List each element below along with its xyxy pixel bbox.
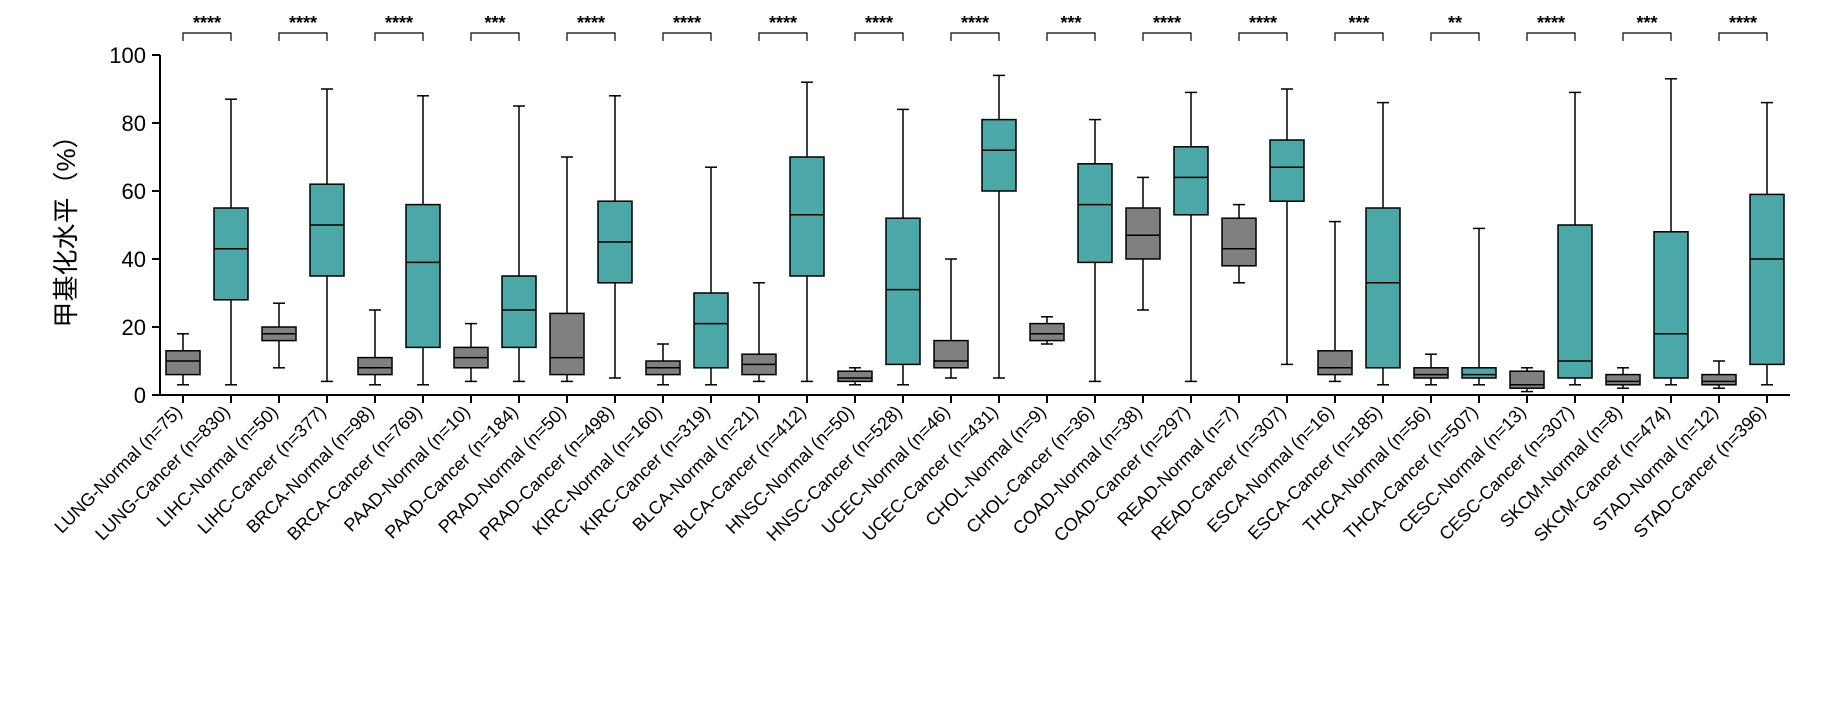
box-normal — [934, 341, 968, 368]
significance-bracket — [1431, 33, 1479, 41]
significance-bracket — [1527, 33, 1575, 41]
significance-label: *** — [1060, 13, 1081, 33]
significance-bracket — [1623, 33, 1671, 41]
chart-svg: 020406080100甲基化水平（%）LUNG-Normal (n=75)LU… — [0, 0, 1829, 717]
y-tick-label: 0 — [134, 383, 146, 408]
box-cancer — [694, 293, 728, 368]
y-axis-title: 甲基化水平（%） — [51, 122, 81, 327]
significance-bracket — [1239, 33, 1287, 41]
box-cancer — [502, 276, 536, 347]
significance-bracket — [759, 33, 807, 41]
significance-label: *** — [1348, 13, 1369, 33]
box-normal — [1126, 208, 1160, 259]
box-normal — [1510, 371, 1544, 388]
y-tick-label: 20 — [122, 315, 146, 340]
box-normal — [1318, 351, 1352, 375]
box-cancer — [1654, 232, 1688, 378]
significance-label: **** — [769, 13, 797, 33]
significance-bracket — [951, 33, 999, 41]
significance-bracket — [1047, 33, 1095, 41]
significance-bracket — [1335, 33, 1383, 41]
significance-bracket — [855, 33, 903, 41]
box-normal — [838, 371, 872, 381]
box-normal — [1606, 375, 1640, 385]
y-tick-label: 40 — [122, 247, 146, 272]
significance-label: *** — [484, 13, 505, 33]
box-cancer — [1270, 140, 1304, 201]
box-cancer — [1558, 225, 1592, 378]
significance-bracket — [471, 33, 519, 41]
y-tick-label: 80 — [122, 111, 146, 136]
significance-label: *** — [1636, 13, 1657, 33]
significance-label: **** — [1249, 13, 1277, 33]
box-cancer — [1750, 194, 1784, 364]
box-cancer — [310, 184, 344, 276]
significance-bracket — [183, 33, 231, 41]
box-normal — [1030, 324, 1064, 341]
significance-bracket — [567, 33, 615, 41]
box-cancer — [1366, 208, 1400, 368]
box-cancer — [1078, 164, 1112, 263]
box-normal — [1414, 368, 1448, 378]
box-cancer — [790, 157, 824, 276]
box-normal — [166, 351, 200, 375]
methylation-boxplot: 020406080100甲基化水平（%）LUNG-Normal (n=75)LU… — [0, 0, 1829, 717]
y-tick-label: 60 — [122, 179, 146, 204]
box-normal — [550, 313, 584, 374]
significance-bracket — [663, 33, 711, 41]
significance-label: **** — [1153, 13, 1181, 33]
box-normal — [1702, 375, 1736, 385]
box-cancer — [1174, 147, 1208, 215]
significance-label: **** — [289, 13, 317, 33]
box-normal — [1222, 218, 1256, 266]
significance-label: **** — [193, 13, 221, 33]
significance-label: **** — [1729, 13, 1757, 33]
significance-label: **** — [385, 13, 413, 33]
box-cancer — [982, 120, 1016, 191]
significance-label: ** — [1448, 13, 1462, 33]
significance-label: **** — [577, 13, 605, 33]
significance-bracket — [1719, 33, 1767, 41]
y-tick-label: 100 — [109, 43, 146, 68]
significance-label: **** — [1537, 13, 1565, 33]
box-cancer — [1462, 368, 1496, 378]
significance-label: **** — [673, 13, 701, 33]
significance-bracket — [1143, 33, 1191, 41]
significance-label: **** — [961, 13, 989, 33]
box-cancer — [886, 218, 920, 364]
significance-label: **** — [865, 13, 893, 33]
box-normal — [358, 358, 392, 375]
box-cancer — [406, 205, 440, 348]
box-cancer — [214, 208, 248, 300]
significance-bracket — [279, 33, 327, 41]
significance-bracket — [375, 33, 423, 41]
